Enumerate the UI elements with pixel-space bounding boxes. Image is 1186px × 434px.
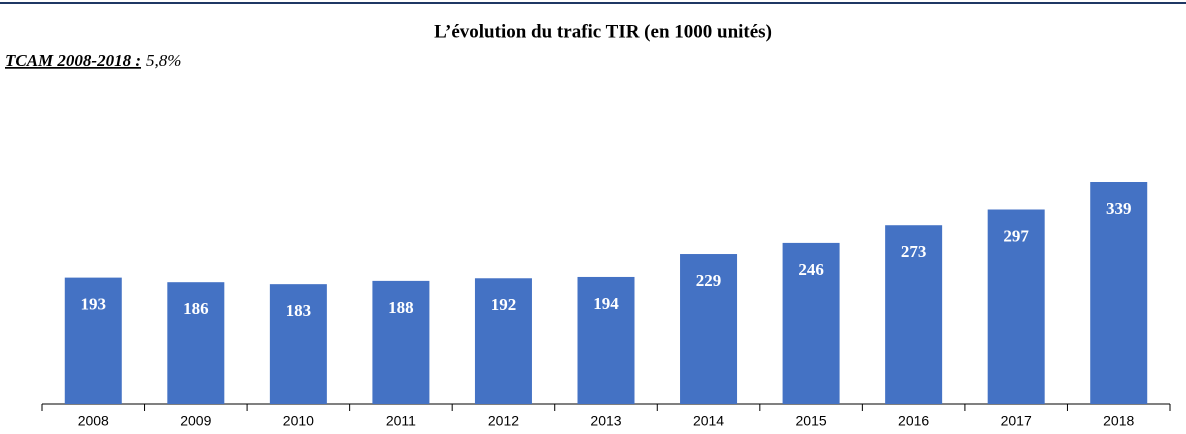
x-tick-label: 2008 — [78, 413, 109, 429]
bar — [782, 242, 840, 404]
data-label: 246 — [798, 260, 824, 279]
data-label: 273 — [901, 242, 927, 261]
data-label: 186 — [183, 299, 209, 318]
x-tick-label: 2016 — [898, 413, 929, 429]
x-tick-label: 2013 — [590, 413, 621, 429]
x-tick-label: 2010 — [283, 413, 314, 429]
data-label: 194 — [593, 294, 619, 313]
subtitle-label: TCAM 2008-2018 : — [5, 51, 141, 70]
x-tick-label: 2014 — [693, 413, 724, 429]
x-tick-label: 2012 — [488, 413, 519, 429]
bar — [577, 276, 635, 404]
bar — [885, 225, 943, 404]
data-label: 193 — [81, 295, 107, 314]
bar — [1090, 182, 1148, 404]
chart-title: L’évolution du trafic TIR (en 1000 unité… — [434, 21, 772, 42]
data-label: 183 — [286, 301, 312, 320]
bar — [167, 282, 225, 404]
subtitle: TCAM 2008-2018 : 5,8% — [5, 51, 181, 70]
bar — [474, 278, 532, 404]
x-tick-label: 2009 — [180, 413, 211, 429]
data-label: 339 — [1106, 199, 1132, 218]
x-tick-label: 2018 — [1103, 413, 1134, 429]
x-tick-label: 2011 — [386, 413, 416, 429]
subtitle-value: 5,8% — [146, 51, 181, 70]
bar — [372, 280, 430, 404]
data-label: 188 — [388, 298, 414, 317]
bar — [269, 284, 327, 404]
bar — [64, 277, 122, 404]
data-label: 192 — [491, 295, 517, 314]
bar — [680, 254, 738, 404]
x-tick-label: 2015 — [796, 413, 827, 429]
x-tick-label: 2017 — [1001, 413, 1032, 429]
data-label: 297 — [1003, 226, 1029, 245]
bar — [987, 209, 1045, 404]
data-label: 229 — [696, 271, 722, 290]
